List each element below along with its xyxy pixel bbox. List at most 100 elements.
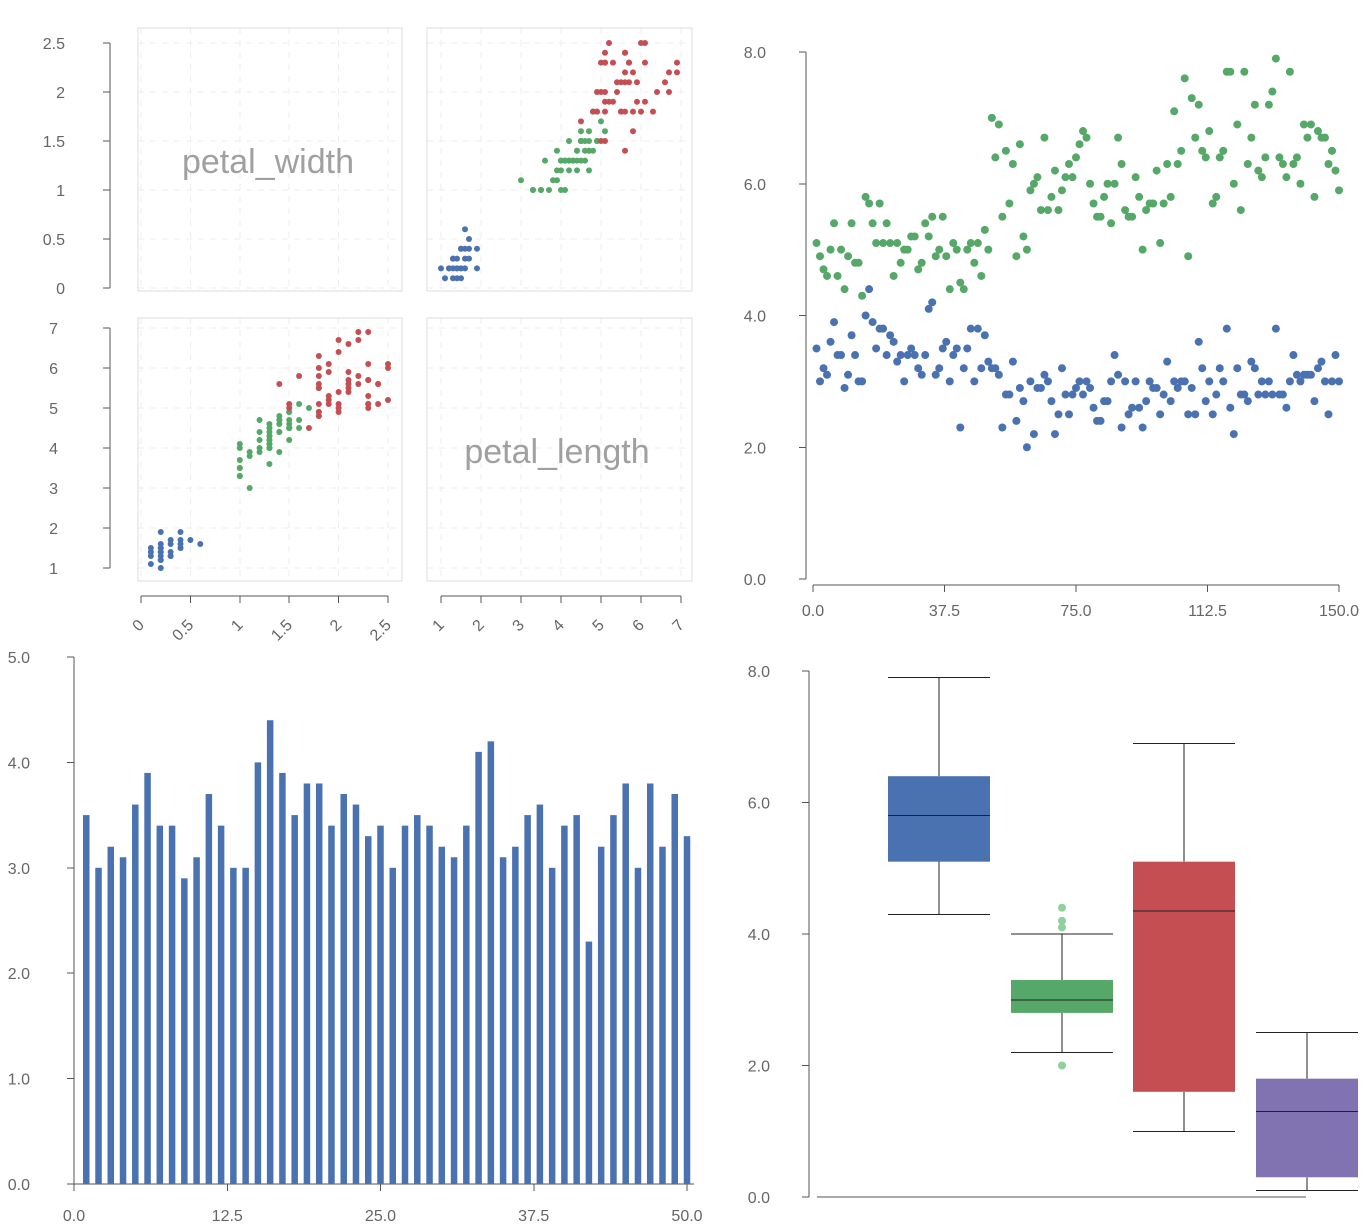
bar: [683, 836, 691, 1184]
point-virginica: [315, 353, 322, 359]
point-virginica: [345, 389, 352, 395]
point-green: [1054, 206, 1063, 215]
point-blue: [830, 318, 839, 327]
point-green: [1271, 54, 1280, 63]
point-blue: [1296, 377, 1305, 386]
point-blue: [1036, 383, 1045, 392]
point-blue: [1271, 324, 1280, 333]
point-versicolor: [256, 417, 263, 423]
point-blue: [1019, 397, 1028, 406]
x-tick-label: 0.0: [63, 1208, 85, 1225]
point-blue: [966, 324, 975, 333]
point-green: [956, 278, 965, 287]
point-blue: [858, 377, 867, 386]
point-blue: [1142, 397, 1151, 406]
point-green: [882, 219, 891, 228]
y-tick-label: 0.0: [748, 1190, 770, 1207]
point-green: [959, 285, 968, 294]
point-blue: [1026, 377, 1035, 386]
point-blue: [984, 357, 993, 366]
point-green: [1187, 94, 1196, 103]
point-virginica: [602, 59, 608, 66]
point-blue: [837, 351, 846, 360]
point-blue: [819, 364, 828, 373]
point-versicolor: [570, 157, 576, 164]
bar: [524, 815, 531, 1184]
point-virginica: [642, 40, 648, 46]
point-blue: [868, 318, 877, 327]
point-green: [921, 219, 930, 228]
box-flier: [1058, 916, 1066, 925]
x-tick-label: 12.5: [212, 1208, 243, 1225]
point-green: [1236, 206, 1245, 215]
point-green: [1324, 159, 1333, 168]
point-setosa: [147, 553, 154, 559]
point-setosa: [474, 245, 480, 252]
point-blue: [1187, 383, 1196, 392]
point-green: [1247, 133, 1256, 142]
point-green: [1335, 186, 1343, 195]
point-green: [1180, 74, 1189, 83]
point-green: [1201, 153, 1210, 162]
point-virginica: [335, 337, 342, 343]
point-versicolor: [256, 437, 263, 443]
point-virginica: [578, 118, 584, 125]
point-green: [987, 113, 996, 122]
y-tick-label: 0.0: [744, 572, 766, 589]
point-blue: [1068, 390, 1077, 399]
point-blue: [1152, 383, 1161, 392]
point-setosa: [454, 265, 460, 272]
point-virginica: [385, 361, 391, 367]
point-green: [1047, 192, 1056, 201]
y-tick-label: 8.0: [744, 45, 766, 62]
point-virginica: [345, 369, 352, 375]
point-versicolor: [554, 147, 560, 154]
point-green: [1138, 245, 1147, 254]
point-virginica: [614, 89, 620, 95]
point-green: [1233, 120, 1242, 129]
point-blue: [1170, 377, 1179, 386]
bar: [254, 762, 262, 1184]
point-versicolor: [598, 118, 604, 125]
point-green: [963, 245, 972, 254]
point-green: [1163, 159, 1172, 168]
point-blue: [1285, 377, 1294, 386]
point-blue: [812, 344, 821, 353]
point-versicolor: [246, 453, 253, 459]
point-versicolor: [286, 417, 293, 423]
point-green: [1012, 252, 1021, 261]
point-blue: [991, 364, 1000, 373]
point-green: [1061, 173, 1070, 182]
point-versicolor: [578, 138, 584, 144]
point-blue: [1243, 397, 1252, 406]
point-setosa: [442, 275, 448, 282]
point-green: [1226, 67, 1235, 76]
point-blue: [1191, 410, 1200, 419]
bar: [426, 825, 433, 1184]
point-blue: [1079, 390, 1088, 399]
point-blue: [903, 351, 912, 360]
point-versicolor: [550, 177, 556, 184]
point-green: [1008, 159, 1017, 168]
point-setosa: [474, 265, 480, 272]
point-green: [1159, 199, 1168, 208]
point-virginica: [630, 108, 636, 115]
point-green: [1303, 133, 1312, 142]
point-green: [928, 212, 937, 221]
point-virginica: [642, 98, 648, 105]
bar: [328, 825, 335, 1184]
x-tick-label: 0: [130, 617, 148, 635]
point-versicolor: [574, 147, 580, 154]
index-scatter-panel: 0.0 2.0 4.0 6.0 8.0 0.0 37.5 75.0 112.5 150.0: [744, 45, 1359, 620]
y-tick-label: 6.0: [744, 177, 766, 194]
y-tick-label: 6: [49, 361, 58, 378]
y-tick-label: 1.5: [43, 134, 65, 151]
x-tick-label: 0.0: [802, 603, 824, 620]
point-green: [1219, 146, 1228, 155]
point-blue: [1180, 377, 1189, 386]
point-versicolor: [296, 401, 303, 407]
point-green: [840, 285, 849, 294]
point-green: [1313, 127, 1322, 136]
point-virginica: [335, 349, 342, 355]
point-virginica: [365, 393, 372, 399]
